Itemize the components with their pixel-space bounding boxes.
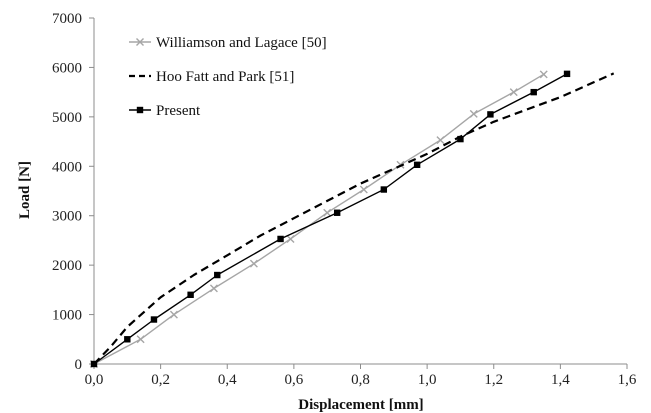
x-tick-label: 0,0 [85,372,104,388]
data-point-present [187,291,194,298]
x-tick-label: 0,6 [285,372,304,388]
data-point-williamson-and-lagace-50 [209,284,218,293]
data-point-williamson-and-lagace-50 [249,259,258,268]
y-tick-label: 0 [75,357,83,373]
y-tick-label: 2000 [52,258,82,274]
cross-stroke [469,109,478,118]
cross-stroke [249,259,258,268]
cross-stroke [136,38,144,46]
series-line-hoo-fatt-and-park-51 [93,72,615,365]
x-tick-label: 0,4 [218,372,237,388]
x-tick-label: 1,2 [484,372,503,388]
cross-stroke [169,310,178,319]
x-axis-title: Displacement [mm] [298,397,423,413]
data-point-present [214,271,221,279]
x-tick-label: 1,6 [618,372,637,388]
legend-label-williamson-and-lagace-50: Williamson and Lagace [50] [156,35,327,51]
data-point-williamson-and-lagace-50 [136,335,145,344]
cross-stroke [209,284,218,293]
data-point-williamson-and-lagace-50 [469,109,478,118]
data-point-present [124,336,131,343]
data-point-present [150,316,158,323]
data-point-williamson-and-lagace-50 [286,234,295,243]
axes: 0,0 0,2 0,4 0,6 0,8 1,0 1,2 1,4 1,6 0 1000 2000 3000… [52,11,637,388]
data-point-present [277,235,284,243]
cross-stroke [323,208,332,217]
y-tick-label: 5000 [52,110,82,126]
cross-stroke [509,88,518,97]
series-present [90,70,571,368]
x-tick-label: 0,8 [351,372,370,388]
data-point-williamson-and-lagace-50 [169,310,178,319]
data-point-present [457,135,464,143]
y-tick-label: 7000 [52,11,82,27]
cross-stroke [286,234,295,243]
cross-stroke [436,136,445,145]
data-point-williamson-and-lagace-50 [359,185,368,194]
data-point-present [333,209,341,216]
legend-label-present: Present [156,103,201,119]
data-point-present [487,111,494,118]
series-layer [90,70,615,368]
data-point-present [90,360,98,368]
y-tick-label: 6000 [52,60,82,76]
data-point-williamson-and-lagace-50 [323,208,332,217]
legend-marker-present [136,106,144,114]
data-point-present [530,88,537,96]
x-tick-label: 0,2 [151,372,170,388]
data-point-present [563,70,571,78]
legend-marker-williamson-and-lagace-50 [136,38,144,46]
series-hoo-fatt-and-park-51 [93,72,615,365]
data-point-williamson-and-lagace-50 [436,136,445,145]
data-point-williamson-and-lagace-50 [539,70,548,79]
y-tick-label: 3000 [52,209,82,225]
x-tick-label: 1,0 [418,372,437,388]
data-point-present [413,161,421,169]
legend-label-hoo-fatt-and-park-51: Hoo Fatt and Park [51] [156,69,294,85]
y-tick-label: 4000 [52,159,82,175]
y-axis-title: Load [N] [17,161,33,219]
cross-stroke [136,335,145,344]
cross-stroke [539,70,548,79]
x-tick-label: 1,4 [551,372,570,388]
data-point-williamson-and-lagace-50 [509,88,518,97]
series-williamson-and-lagace-50 [90,70,548,368]
cross-stroke [359,185,368,194]
legend: Williamson and Lagace [50] Hoo Fatt and P… [129,35,327,119]
y-tick-label: 1000 [52,308,82,324]
data-point-present [380,186,388,193]
